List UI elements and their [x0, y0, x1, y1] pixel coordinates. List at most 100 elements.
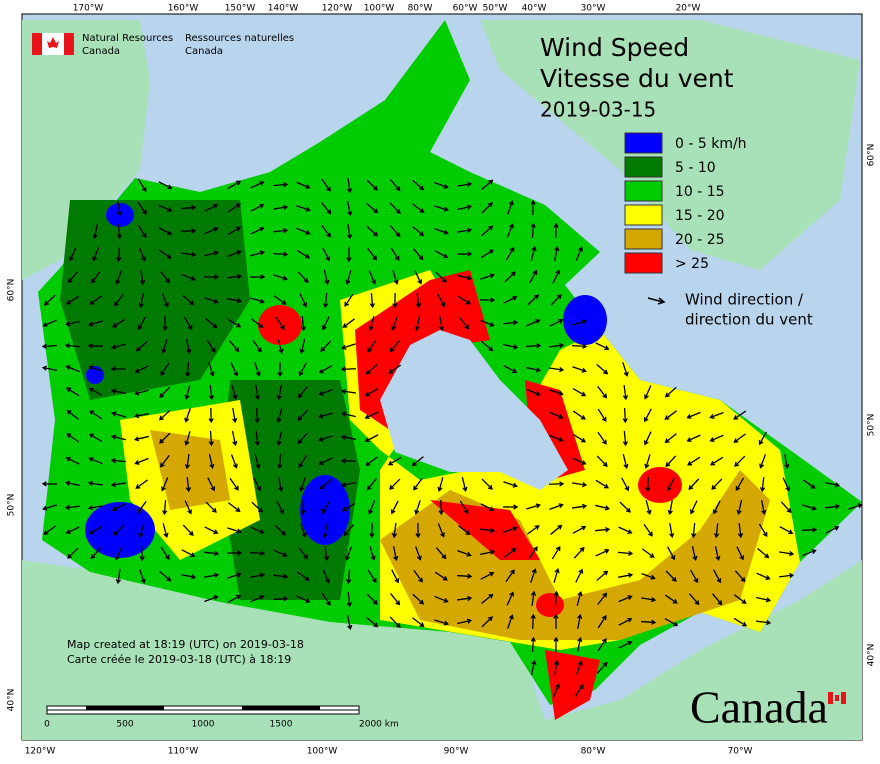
longitude-label: 50°W: [483, 4, 508, 14]
wind-arrow: [366, 179, 378, 191]
wind-arrow: [479, 297, 496, 303]
wind-arrow: [203, 572, 220, 578]
wind-arrow: [434, 571, 448, 581]
wind-arrow: [553, 222, 559, 239]
wind-arrow: [113, 524, 125, 536]
wind-arrow: [481, 593, 494, 604]
wind-arrow: [204, 227, 219, 235]
wind-arrow: [180, 228, 197, 234]
wind-arrow: [824, 503, 841, 510]
wind-arrow: [318, 412, 333, 419]
zone-over-25: [536, 593, 564, 617]
wind-arrow: [389, 478, 401, 490]
wind-arrow: [644, 454, 651, 469]
wind-arrow: [41, 343, 58, 349]
wind-arrow: [250, 203, 265, 212]
wind-arrow: [619, 501, 631, 513]
wind-arrow: [782, 477, 790, 492]
wind-arrow: [506, 591, 514, 606]
wind-arrow: [89, 295, 103, 305]
wind-arrow: [184, 500, 192, 515]
wind-arrow: [480, 503, 495, 512]
wind-arrow: [276, 385, 282, 401]
wind-arrow: [438, 499, 444, 516]
wind-arrow: [366, 225, 379, 237]
wind-arrow: [736, 546, 745, 561]
wind-arrow: [664, 410, 678, 420]
wind-arrow: [340, 411, 356, 418]
wind-arrow: [596, 455, 608, 467]
wind-arrow: [204, 595, 219, 603]
wind-arrow: [272, 182, 289, 188]
wind-arrow: [161, 477, 169, 492]
wind-arrow: [250, 526, 265, 534]
wind-arrow: [688, 478, 700, 491]
wind-arrow: [204, 297, 219, 304]
wind-arrow: [643, 431, 652, 446]
longitude-label: 20°W: [676, 4, 701, 14]
wind-arrow: [208, 384, 215, 401]
scale-segment: [281, 706, 320, 710]
scale-label: 0: [44, 720, 50, 730]
wind-arrow: [571, 343, 588, 349]
wind-arrow: [137, 224, 147, 238]
wind-arrow: [88, 365, 103, 372]
direction-arrow-icon: [647, 297, 666, 305]
wind-arrow: [181, 549, 196, 558]
wind-arrow: [274, 524, 287, 536]
wind-arrow: [162, 315, 168, 332]
wind-arrow: [434, 619, 449, 626]
wind-arrow: [342, 318, 356, 328]
legend-swatch: [624, 204, 663, 226]
wind-arrow: [133, 413, 149, 419]
wind-arrow: [367, 569, 377, 583]
wind-arrow: [227, 180, 242, 190]
wind-arrow: [392, 546, 399, 562]
wind-arrow: [434, 595, 449, 603]
wind-arrow: [64, 504, 81, 511]
wind-arrow: [415, 522, 421, 539]
wind-arrow: [87, 505, 104, 511]
wind-arrow: [622, 362, 629, 377]
wind-arrow: [272, 573, 289, 580]
wind-arrow: [364, 387, 379, 397]
agency-en: Canada: [82, 46, 120, 57]
longitude-label: 150°W: [225, 4, 256, 14]
wind-arrow: [412, 203, 425, 213]
wind-arrow: [296, 181, 311, 189]
wind-arrow: [181, 573, 197, 580]
wind-arrow: [688, 593, 700, 606]
wind-arrow: [548, 342, 565, 349]
wind-arrow: [415, 546, 422, 561]
wind-arrow: [346, 177, 353, 194]
wind-arrow: [203, 550, 220, 557]
longitude-label: 160°W: [168, 4, 199, 14]
wind-arrow: [272, 596, 289, 602]
wind-arrow: [318, 457, 333, 466]
wind-arrow: [298, 547, 309, 560]
wind-arrow: [204, 526, 219, 535]
wind-arrow: [227, 226, 242, 236]
wind-arrow: [641, 548, 655, 558]
longitude-label: 60°W: [453, 4, 478, 14]
wind-arrow: [414, 270, 423, 285]
wind-arrow: [760, 500, 767, 516]
scale-label: 500: [116, 720, 133, 730]
wind-arrow: [412, 225, 425, 237]
longitude-label: 100°W: [364, 4, 395, 14]
wind-arrow: [205, 501, 217, 513]
wind-arrow: [250, 226, 265, 235]
wind-arrow: [368, 500, 376, 515]
wind-arrow: [250, 297, 265, 304]
wind-arrow: [530, 613, 536, 630]
wind-arrow: [133, 435, 149, 442]
zone-20-25: [150, 430, 230, 510]
wind-arrow: [231, 431, 238, 447]
wind-arrow: [112, 318, 126, 328]
wind-arrow: [272, 204, 289, 210]
wind-arrow: [346, 223, 353, 240]
wind-arrow: [434, 228, 449, 235]
legend-swatch: [624, 228, 663, 250]
wind-arrow: [709, 411, 724, 419]
wind-arrow: [115, 568, 122, 585]
